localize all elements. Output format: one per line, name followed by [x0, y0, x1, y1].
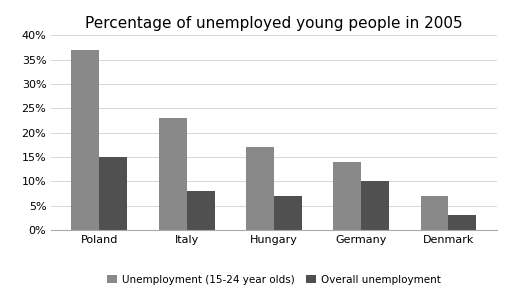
Bar [72, 50, 99, 230]
Bar [99, 157, 127, 230]
Legend: Unemployment (15-24 year olds), Overall unemployment: Unemployment (15-24 year olds), Overall … [102, 270, 445, 289]
Bar [420, 196, 449, 230]
Bar [361, 181, 389, 230]
Bar [159, 118, 187, 230]
Bar [187, 191, 215, 230]
Bar [246, 147, 274, 230]
Bar [449, 215, 476, 230]
Bar [333, 162, 361, 230]
Bar [274, 196, 302, 230]
Title: Percentage of unemployed young people in 2005: Percentage of unemployed young people in… [85, 17, 463, 32]
